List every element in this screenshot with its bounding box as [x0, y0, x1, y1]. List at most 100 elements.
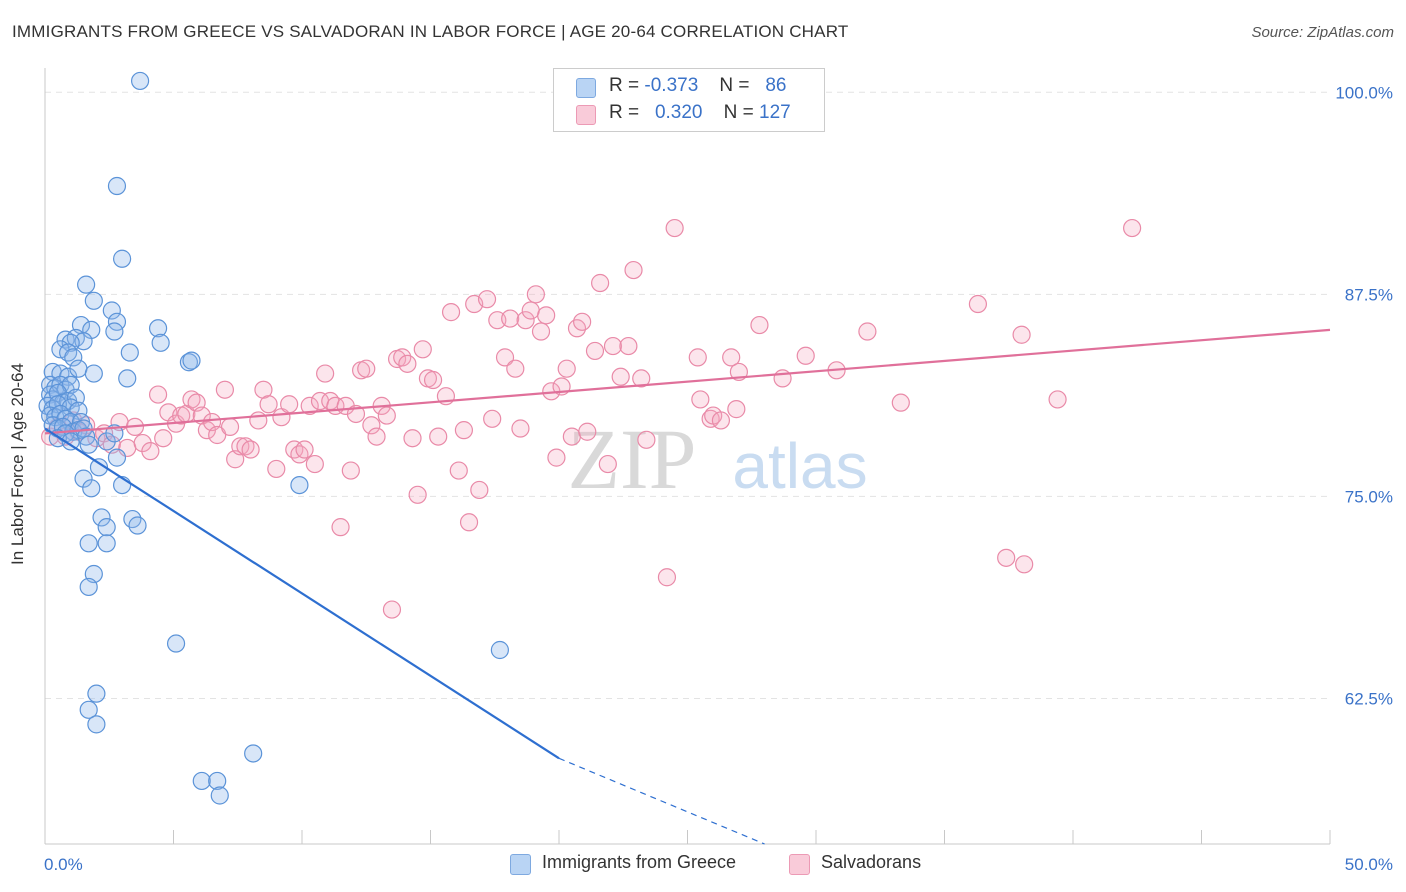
salvadoran-point	[441, 303, 461, 322]
salvadoran-point	[691, 390, 710, 409]
greece-point	[102, 301, 121, 320]
greece-point	[79, 700, 98, 719]
greece-point	[61, 432, 80, 451]
salvadoran-point	[591, 273, 610, 293]
salvadoran-point	[537, 306, 556, 325]
salvadoran-point	[423, 370, 443, 390]
greece-point	[77, 275, 96, 294]
salvadoran-trend-line	[44, 328, 1331, 435]
salvadoran-point	[305, 454, 324, 474]
salvadoran-point	[241, 440, 260, 459]
bottom-legend-swatch-greece	[510, 854, 531, 875]
salvadoran-point	[526, 285, 545, 304]
greece-point	[118, 369, 137, 388]
salvadoran-point	[624, 260, 643, 280]
greece-point	[112, 249, 132, 268]
legend-n-value-salvadoran: 127	[759, 102, 791, 123]
salvadoran-point	[711, 411, 731, 430]
salvadoran-point	[331, 518, 350, 537]
salvadoran-point	[148, 385, 168, 404]
greece-trend-extension	[558, 757, 765, 845]
salvadoran-point	[796, 346, 815, 365]
salvadoran-point	[578, 422, 597, 441]
salvadoran-point	[483, 409, 502, 428]
greece-point	[192, 771, 211, 791]
salvadoran-point	[495, 348, 515, 367]
salvadoran-point	[231, 437, 250, 456]
bottom-legend-label-salvadoran: Salvadorans	[821, 852, 922, 872]
y-axis-label: In Labor Force | Age 20-64	[8, 363, 27, 565]
correlation-legend: R = -0.373 N = 86 R = 0.320 N = 127	[553, 68, 825, 132]
greece-point	[128, 516, 147, 535]
greece-point	[92, 508, 111, 527]
greece-point	[79, 534, 98, 553]
salvadoran-point	[547, 448, 566, 467]
greece-point	[244, 744, 263, 763]
salvadoran-point	[688, 348, 707, 367]
greece-point	[84, 291, 103, 310]
y-tick-label: 87.5%	[1345, 285, 1393, 304]
salvadoran-point	[413, 340, 432, 359]
salvadoran-point	[459, 513, 479, 532]
greece-point	[148, 319, 168, 338]
salvadoran-point	[280, 395, 299, 414]
greece-point	[97, 518, 116, 537]
greece-point	[64, 348, 83, 367]
salvadoran-point	[290, 445, 309, 464]
legend-n-value-greece: 86	[765, 75, 787, 96]
salvadoran-point	[997, 548, 1016, 567]
salvadoran-point	[470, 480, 489, 500]
salvadoran-point	[557, 359, 576, 378]
y-tick-label: 62.5%	[1345, 690, 1393, 709]
y-tick-label: 100.0%	[1335, 83, 1393, 102]
salvadoran-point	[598, 454, 617, 474]
salvadoran-point	[1048, 390, 1067, 409]
salvadoran-point	[891, 393, 910, 412]
legend-text-greece: R = -0.373 N = 86	[609, 75, 787, 96]
greece-point	[107, 448, 127, 467]
salvadoran-point	[1012, 325, 1031, 344]
salvadoran-point	[727, 400, 746, 419]
salvadoran-point	[603, 336, 623, 356]
greece-point	[210, 786, 229, 805]
salvadoran-point	[511, 419, 530, 438]
legend-swatch-greece	[576, 78, 596, 98]
salvadoran-point	[1015, 555, 1034, 574]
greece-point	[59, 343, 78, 362]
bottom-legend-label-greece: Immigrants from Greece	[542, 852, 737, 872]
salvadoran-point	[267, 459, 286, 479]
greece-point	[41, 385, 60, 404]
salvadoran-point	[154, 429, 173, 448]
greece-point	[120, 343, 139, 362]
salvadoran-point	[611, 367, 630, 386]
greece-point	[79, 435, 98, 454]
salvadoran-point	[182, 390, 201, 409]
salvadoran-point	[220, 417, 240, 436]
salvadoran-point	[341, 461, 360, 480]
greece-point	[490, 640, 509, 660]
salvadoran-point	[516, 311, 535, 330]
salvadoran-point	[259, 395, 278, 414]
greece-point	[74, 469, 93, 488]
salvadoran-point	[408, 485, 427, 504]
salvadoran-point	[398, 354, 417, 373]
greece-point	[105, 322, 124, 341]
x-tick-label: 0.0%	[44, 855, 83, 874]
salvadoran-point	[215, 380, 234, 399]
salvadoran-point	[208, 425, 227, 445]
salvadoran-point	[968, 294, 988, 314]
greece-point	[166, 634, 186, 653]
salvadoran-point	[367, 427, 386, 446]
salvadoran-point	[750, 315, 769, 335]
salvadoran-point	[236, 437, 255, 456]
salvadoran-point	[357, 359, 376, 378]
chart-title: IMMIGRANTS FROM GREECE VS SALVADORAN IN …	[12, 22, 849, 41]
greece-point	[97, 534, 116, 553]
bottom-legend-swatch-salvadoran	[789, 854, 810, 875]
salvadoran-point	[531, 322, 551, 341]
salvadoran-point	[477, 290, 497, 309]
greece-point	[208, 771, 227, 791]
y-tick-label: 75.0%	[1345, 487, 1393, 506]
watermark-atlas: atlas	[732, 430, 867, 502]
